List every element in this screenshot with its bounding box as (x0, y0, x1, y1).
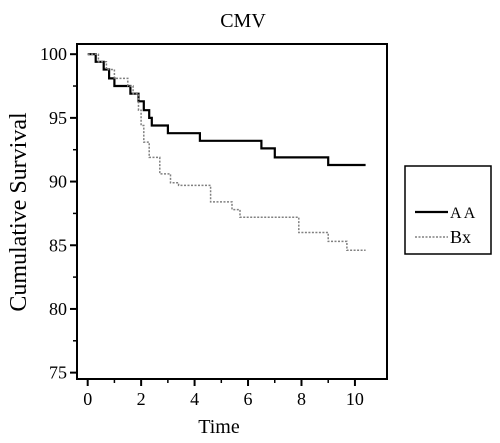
y-axis: 75 80 85 90 95 100 (40, 44, 77, 383)
x-tick-label: 0 (83, 389, 92, 409)
legend-box (404, 165, 492, 255)
series-layer (87, 53, 366, 252)
y-axis-label: Cumulative Survival (6, 112, 32, 312)
series-line-aa (87, 53, 366, 167)
x-tick-label: 10 (346, 389, 364, 409)
series-line-bx (87, 53, 366, 252)
y-tick-label: 85 (49, 235, 67, 255)
legend-label-aa: A A (450, 205, 476, 222)
x-axis-label: Time (198, 416, 240, 438)
chart-title: CMV (220, 10, 266, 32)
x-tick-label: 6 (244, 389, 253, 409)
y-tick-label: 90 (49, 172, 67, 192)
x-axis: 0 2 4 6 8 10 (83, 379, 364, 409)
x-tick-label: 8 (297, 389, 306, 409)
y-tick-label: 80 (49, 299, 67, 319)
x-tick-label: 4 (190, 389, 199, 409)
legend-label-bx: Bx (450, 227, 471, 247)
y-tick-label: 95 (49, 108, 67, 128)
legend: A A Bx (404, 165, 492, 255)
y-tick-label: 100 (40, 44, 67, 64)
x-tick-label: 2 (137, 389, 146, 409)
plot-frame (76, 43, 388, 380)
y-tick-label: 75 (49, 363, 67, 383)
